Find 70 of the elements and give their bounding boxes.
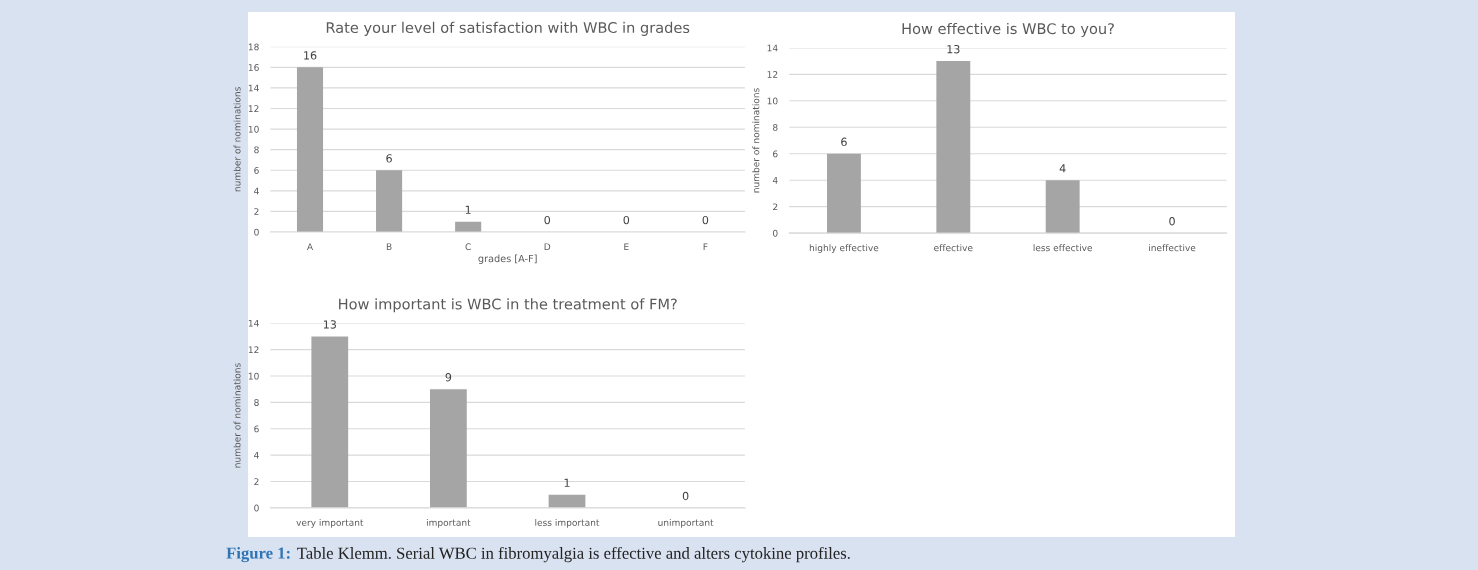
data-label: 13 — [947, 45, 960, 54]
data-label: 4 — [1059, 164, 1066, 173]
x-tick-label: less important — [535, 518, 600, 528]
y-tick-label: 10 — [767, 97, 778, 105]
y-tick-label: 12 — [767, 71, 778, 78]
x-tick-label: highly effective — [809, 244, 879, 253]
y-tick-label: 12 — [248, 346, 259, 353]
y-tick-label: 8 — [773, 124, 778, 131]
y-tick-label: 6 — [773, 150, 778, 158]
y-tick-label: 8 — [254, 146, 259, 154]
chart-title: How effective is WBC to you? — [902, 22, 1114, 38]
y-axis-title: number of nominations — [752, 88, 760, 193]
chart-title: How important is WBC in the treatment of FM? — [339, 298, 677, 313]
bar — [430, 389, 467, 508]
y-tick-label: 14 — [248, 320, 259, 327]
y-tick-label: 14 — [767, 44, 778, 52]
bar — [311, 336, 349, 508]
data-label: 0 — [623, 215, 630, 225]
y-tick-label: 8 — [254, 399, 259, 406]
bar — [296, 67, 324, 232]
y-tick-label: 6 — [254, 166, 259, 174]
caption: Figure 1: — [226, 546, 290, 563]
bar — [826, 153, 861, 234]
y-tick-label: 0 — [772, 229, 778, 237]
bar — [936, 61, 971, 234]
x-tick-label: B — [386, 243, 392, 250]
y-tick-label: 4 — [254, 451, 259, 459]
y-tick-label: 4 — [254, 187, 259, 195]
x-tick-label: very important — [296, 518, 364, 528]
data-label: 16 — [304, 51, 317, 60]
bar — [1045, 180, 1080, 234]
y-tick-label: 16 — [248, 64, 259, 71]
x-axis-title: grades [A-F] — [478, 254, 537, 265]
y-tick-label: 4 — [772, 177, 778, 184]
data-label: 0 — [702, 215, 709, 225]
y-tick-label: 12 — [248, 105, 259, 112]
y-tick-label: 2 — [254, 478, 259, 485]
y-axis-title: number of nominations — [233, 363, 241, 468]
x-tick-label: unimportant — [658, 518, 714, 528]
data-label: 13 — [323, 320, 336, 329]
data-label: 1 — [465, 205, 471, 214]
y-tick-label: 10 — [248, 125, 259, 133]
text: Table Klemm. Serial WBC in fibromyalgia is effective and alters cytokine profiles. — [297, 546, 850, 563]
y-axis-title: number of nominations — [233, 87, 241, 192]
y-tick-label: 10 — [248, 372, 259, 380]
data-label: 0 — [682, 491, 689, 501]
x-tick-label: ineffective — [1149, 244, 1196, 252]
y-tick-label: 14 — [248, 84, 259, 92]
x-tick-label: effective — [934, 244, 973, 252]
data-label: 1 — [564, 478, 570, 487]
chart-title: Rate your level of satisfaction with WBC in grades — [326, 21, 690, 36]
y-tick-label: 0 — [254, 228, 259, 236]
y-tick-label: 0 — [254, 504, 259, 512]
y-tick-label: 2 — [773, 203, 778, 211]
data-label: 6 — [841, 137, 847, 147]
x-tick-label: less effective — [1033, 244, 1093, 252]
data-label: 0 — [1169, 217, 1175, 226]
data-label: 6 — [386, 154, 392, 163]
x-tick-label: A — [306, 243, 314, 250]
x-tick-label: E — [624, 243, 629, 250]
y-tick-label: 2 — [254, 208, 259, 215]
y-tick-label: 18 — [248, 43, 259, 51]
bar — [376, 170, 403, 232]
x-tick-label: D — [544, 243, 551, 250]
data-label: 9 — [445, 373, 452, 382]
data-label: 0 — [544, 215, 551, 225]
y-tick-label: 6 — [254, 425, 259, 433]
x-tick-label: important — [426, 518, 471, 528]
x-tick-label: C — [465, 243, 471, 251]
x-tick-label: F — [703, 243, 708, 250]
